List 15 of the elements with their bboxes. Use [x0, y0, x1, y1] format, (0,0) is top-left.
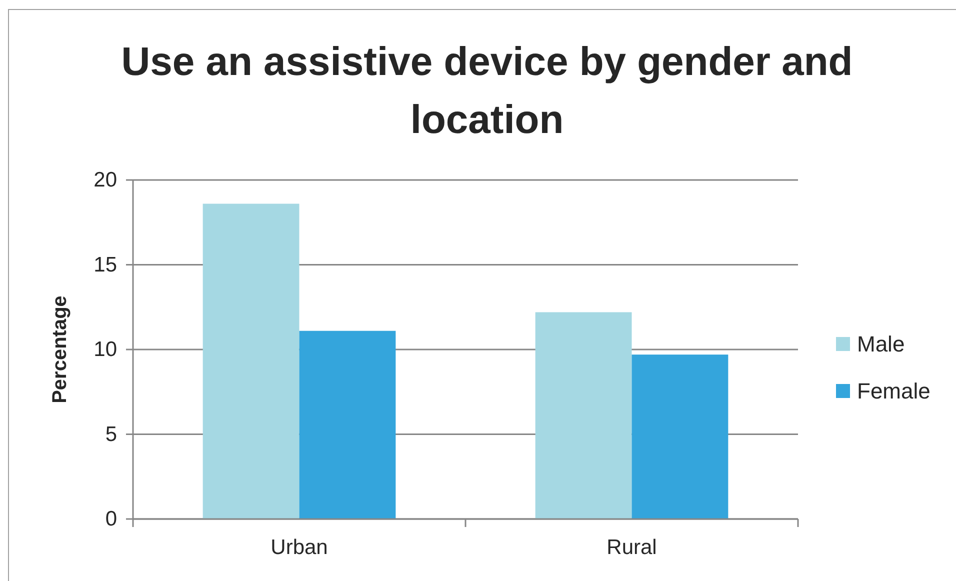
y-tick-label: 15 — [94, 253, 117, 276]
bar — [202, 204, 300, 519]
y-tick-label: 10 — [94, 338, 117, 362]
y-tick-label: 0 — [105, 508, 117, 531]
chart-title: Use an assistive device by gender and location — [121, 40, 853, 142]
x-tick-label: Urban — [270, 536, 328, 559]
y-tick-label: 20 — [94, 168, 117, 192]
bar — [299, 330, 396, 519]
legend-label: Female — [857, 378, 930, 404]
y-axis-title: Percentage — [49, 296, 71, 404]
bar — [535, 312, 632, 519]
x-tick-label: Rural — [606, 536, 657, 559]
bar — [632, 354, 728, 519]
y-tick-label: 5 — [105, 422, 117, 446]
legend-label: Male — [857, 332, 905, 357]
